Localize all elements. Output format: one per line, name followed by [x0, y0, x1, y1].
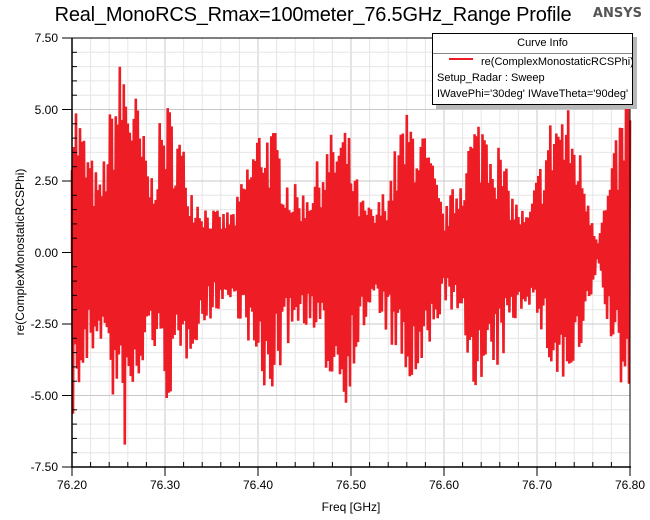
x-axis-label: Freq [GHz] [321, 500, 381, 514]
legend-entry-label: re(ComplexMonostaticRCSPhi) [481, 56, 634, 68]
y-tick-label: -5.00 [30, 388, 58, 403]
x-tick-label: 76.80 [614, 478, 646, 492]
y-tick-label: -2.50 [30, 317, 58, 331]
x-tick-label: 76.70 [521, 478, 553, 492]
x-tick-label: 76.40 [242, 478, 274, 492]
series-color-swatch [449, 58, 473, 61]
legend-variables: IWavePhi='30deg' IWaveTheta='90deg' [437, 88, 629, 100]
ansys-logo: ANSYS [592, 6, 642, 21]
legend-title: Curve Info [433, 34, 632, 54]
y-tick-label: 5.00 [34, 102, 58, 117]
y-tick-label: 0.00 [34, 245, 58, 260]
data-series-curve [70, 66, 632, 445]
x-tick-label: 76.50 [335, 478, 367, 492]
x-tick-label: 76.30 [149, 478, 181, 492]
y-tick-label: 2.50 [34, 174, 58, 188]
legend-setup: Setup_Radar : Sweep [437, 72, 545, 84]
legend-curve-info[interactable]: Curve Info re(ComplexMonostaticRCSPhi) S… [432, 33, 634, 105]
x-tick-label: 76.60 [428, 478, 460, 492]
chart-title: Real_MonoRCS_Rmax=100meter_76.5GHz_Range… [54, 4, 572, 26]
y-axis-label: re(ComplexMonostaticRCSPhi) [13, 168, 27, 336]
y-tick-label: 7.50 [34, 31, 58, 45]
x-tick-label: 76.20 [56, 478, 88, 492]
legend-entry[interactable]: re(ComplexMonostaticRCSPhi) [433, 54, 634, 70]
y-tick-label: -7.50 [30, 460, 58, 474]
